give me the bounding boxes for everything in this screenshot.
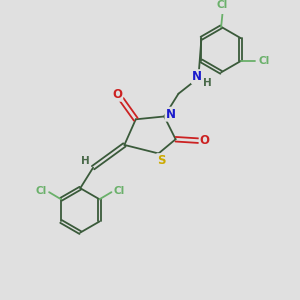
Text: Cl: Cl <box>35 186 47 196</box>
Text: Cl: Cl <box>258 56 269 66</box>
Text: O: O <box>200 134 210 147</box>
Text: H: H <box>81 156 89 166</box>
Text: O: O <box>112 88 122 101</box>
Text: S: S <box>157 154 166 167</box>
Text: Cl: Cl <box>217 0 228 10</box>
Text: H: H <box>203 78 212 88</box>
Text: N: N <box>166 108 176 121</box>
Text: Cl: Cl <box>114 186 125 196</box>
Text: N: N <box>192 70 202 83</box>
